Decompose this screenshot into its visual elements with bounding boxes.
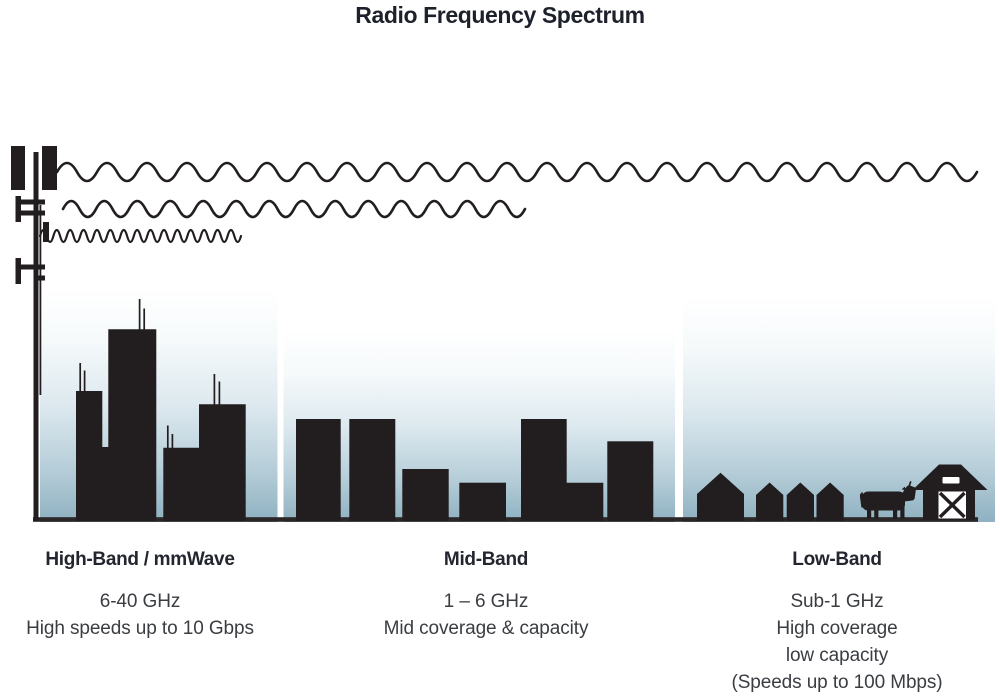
band-title-low: Low-Band [792,549,882,570]
midrise-building [402,469,449,521]
tower-mid-antenna [43,222,49,242]
skyscraper-block [76,329,157,521]
city-skyline-icon [76,299,246,521]
house-icon [786,482,814,521]
tower-antenna-panel-right [42,146,57,190]
band-description-low: High coverage [776,618,898,639]
barn-door-cross-brace [938,491,966,519]
midrise-building [349,419,396,521]
tower-crossbar [17,210,45,216]
long-wavelength-wave-icon [55,161,979,183]
tower-sub-mast [39,205,42,395]
band-description-mid: Mid coverage & capacity [383,618,589,639]
barn-icon [912,464,988,520]
midrise-buildings-icon [296,419,654,521]
suburban-houses-icon [697,472,844,521]
page-title: Radio Frequency Spectrum [355,2,645,28]
skyscraper-block [163,404,246,521]
band-frequency-mid: 1 – 6 GHz [443,591,529,612]
house-icon [756,482,784,521]
band-frequency-low: Sub-1 GHz [790,591,884,612]
band-label-high: High-Band / mmWave 6-40 GHz High speeds … [10,548,270,642]
tower-side-antenna [15,258,21,284]
band-description-low: (Speeds up to 100 Mbps) [731,672,943,693]
barn-loft-window [942,477,960,484]
tower-crossbar [17,199,45,205]
tower-mast [33,152,39,522]
house-icon [816,482,844,521]
house-icon [697,472,744,521]
tower-crossbar-stub [37,275,45,281]
band-label-low: Low-Band Sub-1 GHz High coverage low cap… [707,548,967,696]
band-description-high: High speeds up to 10 Gbps [26,618,254,639]
band-title-high: High-Band / mmWave [45,549,235,570]
rooftop-antennas [79,299,221,448]
tower-crossbar [17,264,45,270]
cell-tower-icon [11,146,57,522]
band-description-low: low capacity [785,645,889,666]
short-wavelength-wave-icon [38,228,243,244]
band-label-mid: Mid-Band 1 – 6 GHz Mid coverage & capaci… [356,548,616,642]
tower-side-antenna [15,196,21,222]
medium-wavelength-wave-icon [61,199,527,219]
midrise-building [607,441,654,521]
midrise-building [521,419,604,521]
band-title-mid: Mid-Band [443,549,529,570]
midrise-building [296,419,341,521]
cow-icon [859,481,916,519]
midrise-building [459,482,506,521]
tower-antenna-panel-left [11,146,25,190]
band-frequency-high: 6-40 GHz [99,591,181,612]
